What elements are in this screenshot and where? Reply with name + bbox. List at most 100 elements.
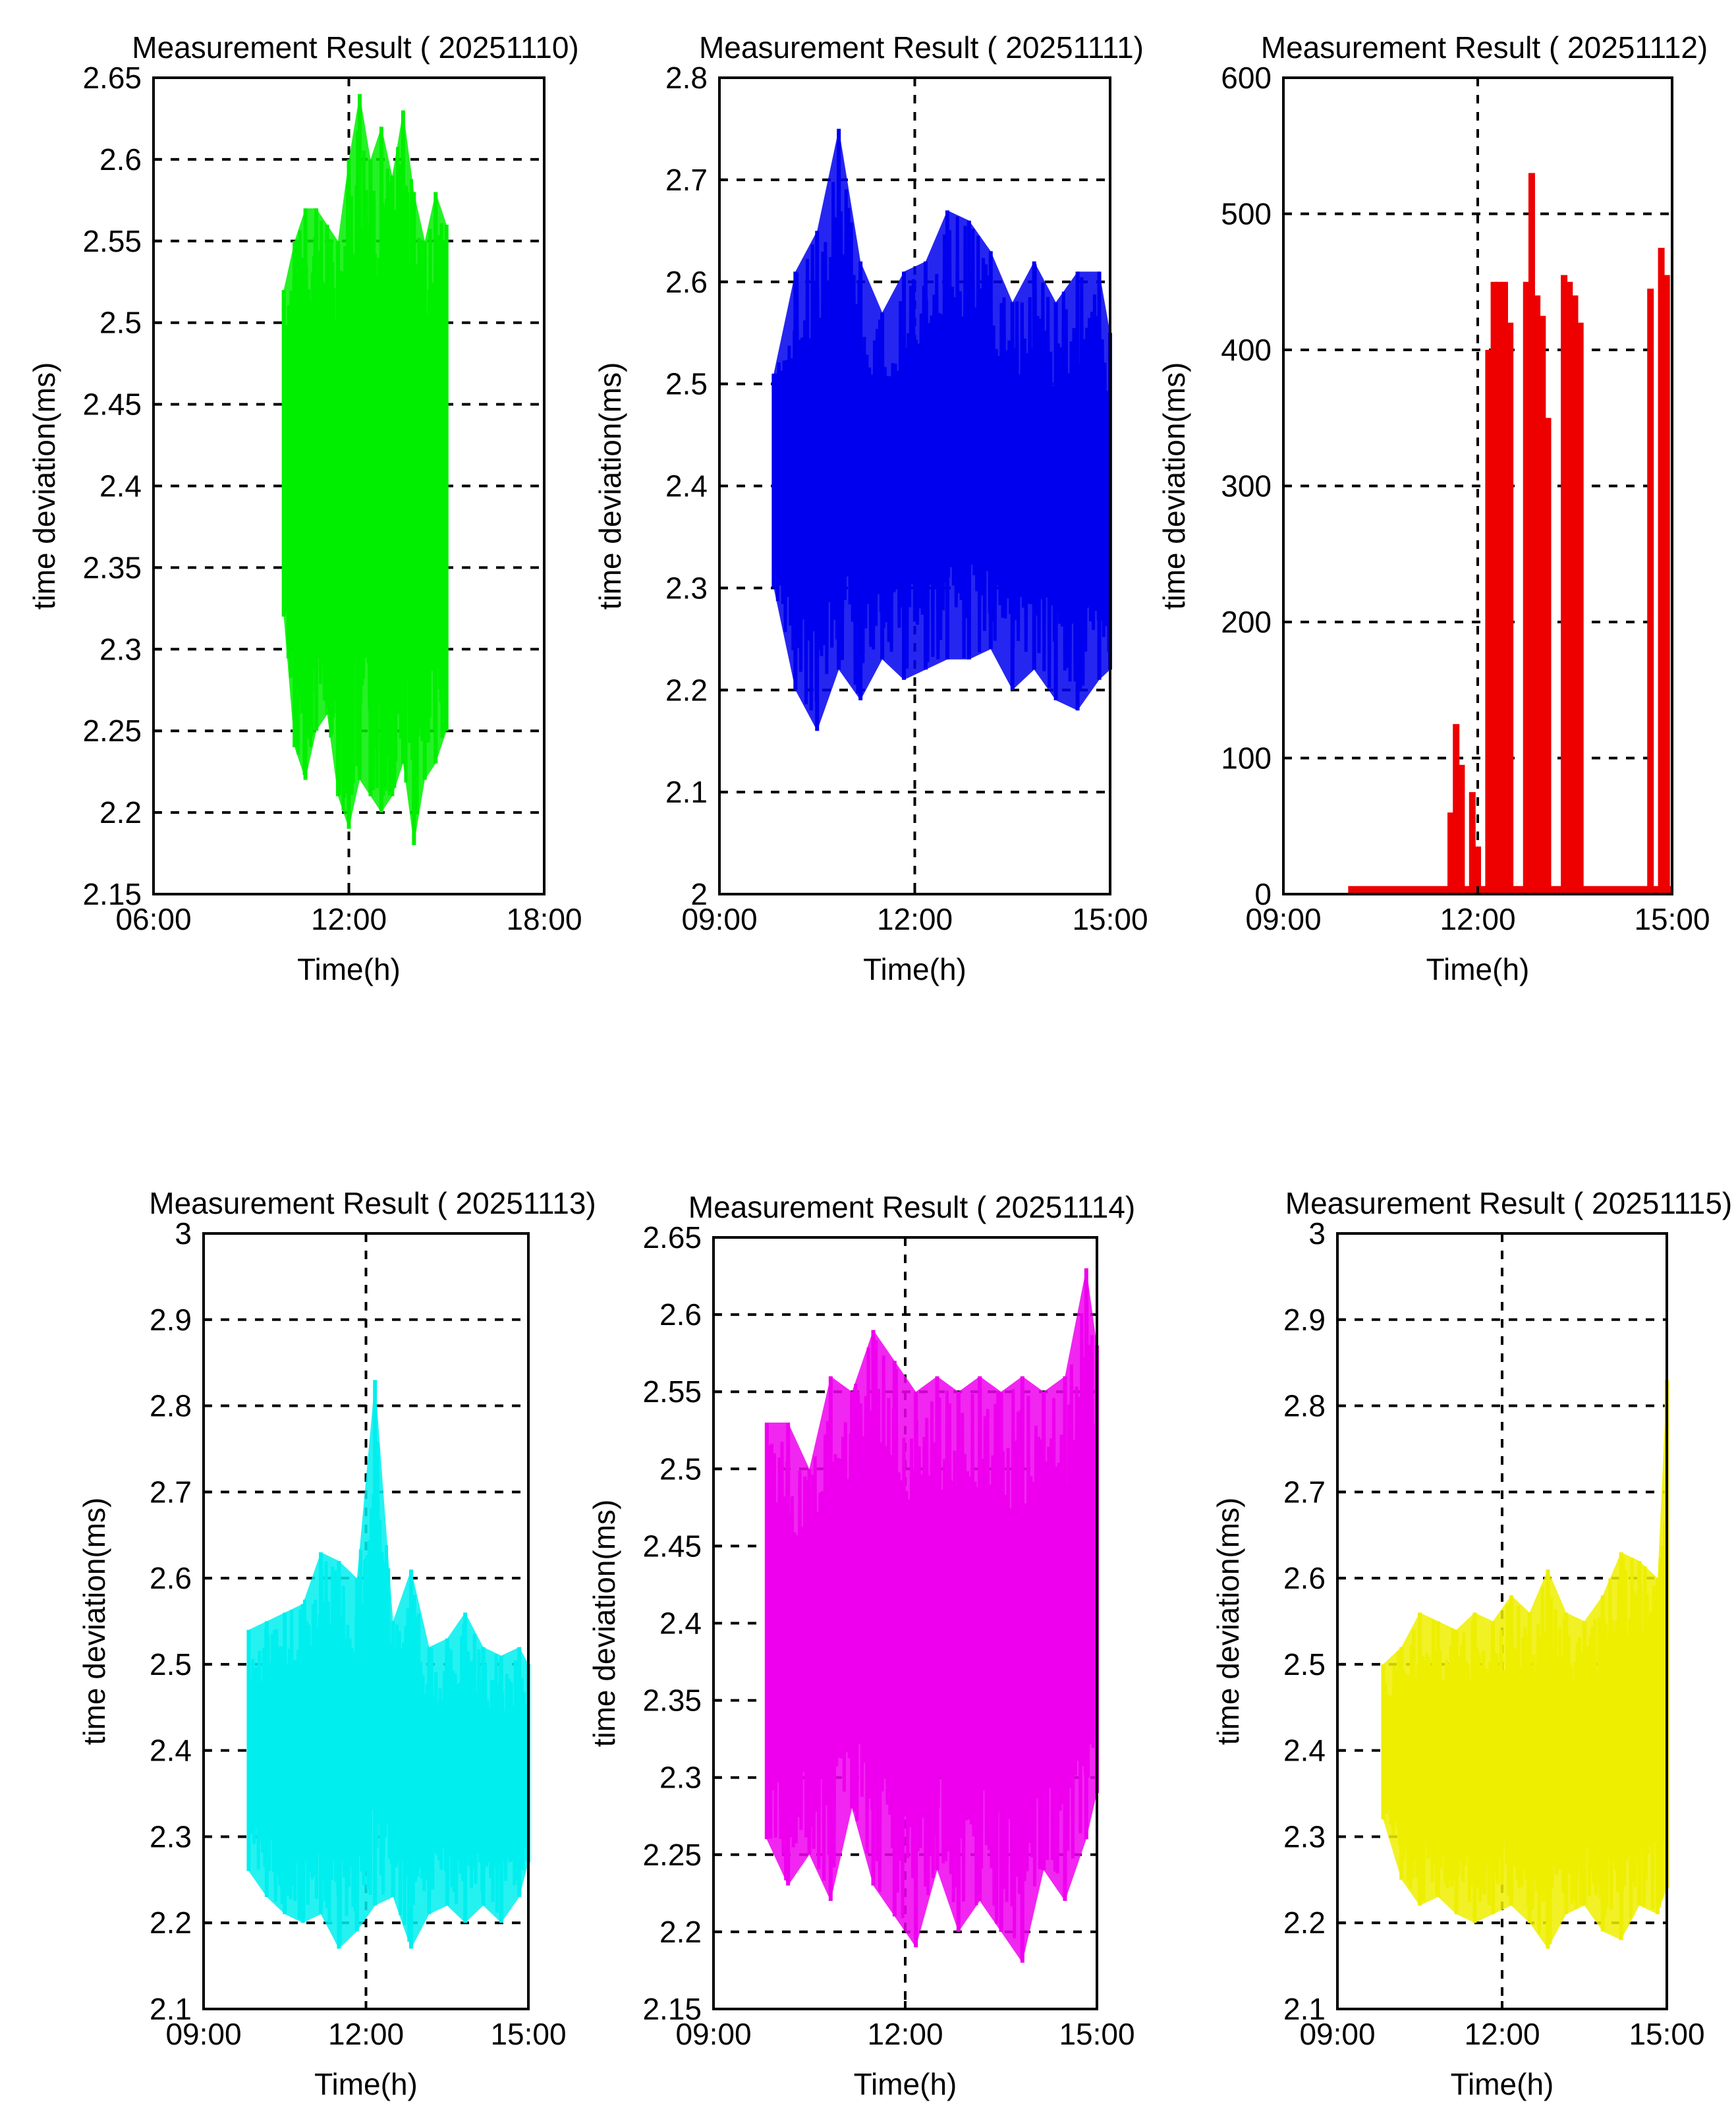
- chart-title: Measurement Result ( 20251110): [132, 30, 578, 65]
- bar: [1507, 322, 1514, 894]
- y-tick-label: 2.7: [1283, 1475, 1326, 1509]
- bar: [1544, 418, 1552, 894]
- chart-panel-4: 2.1 2.2 2.3 2.4 2.5 2.6 2.7 2.8 2.9 3 09:00 12:00 15…: [77, 1186, 596, 2101]
- y-tick-label: 2.5: [99, 306, 142, 340]
- chart-panel-2: 2 2.1 2.2 2.3 2.4 2.5 2.6 2.7 2.8 09:00 12:00 15:00…: [593, 30, 1148, 986]
- chart-panel-6: 2.1 2.2 2.3 2.4 2.5 2.6 2.7 2.8 2.9 3 09:00 12:00 15…: [1211, 1186, 1732, 2101]
- y-tick-label: 2.6: [659, 1297, 702, 1332]
- chart-title: Measurement Result ( 20251114): [688, 1190, 1135, 1224]
- y-tick-label: 2.6: [99, 142, 142, 177]
- bar: [1523, 281, 1530, 894]
- y-tick-label: 2.3: [150, 1819, 192, 1853]
- y-tick-label: 2.65: [642, 1220, 702, 1255]
- y-tick-label: 2.3: [1283, 1819, 1326, 1853]
- x-tick-label: 12:00: [1464, 2017, 1540, 2051]
- bar: [1453, 723, 1460, 894]
- y-tick-label: 2.3: [665, 571, 708, 605]
- bar: [1485, 350, 1492, 894]
- y-tick-label: 2.25: [642, 1838, 702, 1872]
- y-tick-label: 2.4: [665, 469, 708, 503]
- bar: [1474, 846, 1481, 894]
- y-tick-label: 2.6: [665, 265, 708, 299]
- bar: [1528, 173, 1535, 894]
- chart-title: Measurement Result ( 20251115): [1285, 1186, 1732, 1220]
- x-axis-label: Time(h): [1426, 952, 1530, 986]
- y-tick-label: 2.45: [82, 387, 142, 422]
- y-tick-label: 2.6: [150, 1561, 192, 1595]
- bar: [1566, 281, 1573, 894]
- y-tick-label: 100: [1221, 741, 1272, 776]
- bar: [1490, 281, 1498, 894]
- x-tick-label: 18:00: [506, 902, 582, 936]
- x-tick-label: 12:00: [877, 902, 953, 936]
- y-axis-label: time deviation(ms): [593, 362, 627, 610]
- y-tick-label: 2.3: [99, 632, 142, 666]
- x-axis-label: Time(h): [1451, 2067, 1554, 2101]
- y-tick-label: 2.9: [150, 1303, 192, 1337]
- y-tick-label: 2.65: [82, 61, 142, 95]
- y-tick-label: 2.1: [1283, 1992, 1326, 2026]
- y-tick-label: 2.5: [659, 1452, 702, 1486]
- x-tick-label: 09:00: [675, 2017, 751, 2051]
- y-tick-label: 2.4: [150, 1734, 192, 1768]
- y-axis-label: time deviation(ms): [587, 1500, 621, 1747]
- x-axis-label: Time(h): [863, 952, 966, 986]
- y-tick-label: 2.2: [659, 1915, 702, 1949]
- y-tick-label: 2.4: [659, 1606, 702, 1641]
- y-tick-label: 2.2: [99, 795, 142, 830]
- chart-panel-3: 0 100 200 300 400 500 600 09:00 12:00 15:00 Measur…: [1157, 30, 1710, 986]
- y-axis-label: time deviation(ms): [77, 1498, 111, 1745]
- y-tick-label: 200: [1221, 605, 1272, 639]
- y-tick-label: 2.55: [82, 224, 142, 258]
- y-tick-label: 2.5: [1283, 1647, 1326, 1682]
- y-tick-label: 2.4: [1283, 1734, 1326, 1768]
- y-tick-label: 3: [175, 1216, 192, 1251]
- bar: [1658, 248, 1665, 894]
- x-axis-label: Time(h): [314, 2067, 418, 2101]
- y-tick-label: 2: [690, 877, 708, 911]
- x-tick-label: 15:00: [1059, 2017, 1134, 2051]
- bar: [1571, 295, 1579, 894]
- y-tick-label: 0: [1254, 877, 1272, 911]
- y-tick-label: 2.8: [150, 1389, 192, 1423]
- y-tick-label: 300: [1221, 469, 1272, 503]
- y-tick-label: 2.25: [82, 714, 142, 748]
- chart-title: Measurement Result ( 20251112): [1261, 30, 1708, 65]
- x-tick-label: 12:00: [867, 2017, 943, 2051]
- x-tick-label: 15:00: [1634, 902, 1710, 936]
- bar: [1647, 289, 1654, 894]
- chart-panel-5: 2.15 2.2 2.25 2.3 2.35 2.4 2.45 2.5 2.55 2.6 2.65 0…: [587, 1190, 1135, 2101]
- y-tick-label: 2.45: [642, 1529, 702, 1563]
- x-tick-label: 12:00: [328, 2017, 404, 2051]
- y-tick-label: 2.15: [82, 877, 142, 911]
- y-tick-label: 600: [1221, 61, 1272, 95]
- chart-panel-1: 2.15 2.2 2.25 2.3 2.35 2.4 2.45 2.5 2.55 2.6 2.65 0…: [27, 30, 582, 986]
- x-axis-label: Time(h): [854, 2067, 957, 2101]
- y-axis-label: time deviation(ms): [1157, 362, 1191, 610]
- bar: [1561, 275, 1568, 894]
- bar: [1501, 281, 1508, 894]
- y-tick-label: 2.15: [642, 1992, 702, 2026]
- y-tick-label: 400: [1221, 333, 1272, 367]
- y-tick-label: 2.7: [150, 1475, 192, 1509]
- y-tick-label: 2.3: [659, 1761, 702, 1795]
- y-tick-label: 2.8: [665, 61, 708, 95]
- bar: [1447, 812, 1455, 894]
- x-tick-label: 06:00: [115, 902, 191, 936]
- y-tick-label: 2.4: [99, 469, 142, 503]
- bar: [1539, 316, 1546, 894]
- x-tick-label: 09:00: [1299, 2017, 1375, 2051]
- y-tick-label: 2.5: [665, 367, 708, 401]
- y-axis-label: time deviation(ms): [27, 362, 61, 610]
- x-tick-label: 09:00: [165, 2017, 241, 2051]
- x-tick-label: 15:00: [1072, 902, 1148, 936]
- bar: [1469, 792, 1476, 894]
- y-tick-label: 2.9: [1283, 1303, 1326, 1337]
- bar: [1496, 281, 1503, 894]
- x-tick-label: 09:00: [1245, 902, 1321, 936]
- y-tick-label: 3: [1308, 1216, 1326, 1251]
- x-tick-label: 09:00: [681, 902, 757, 936]
- bar: [1458, 764, 1465, 894]
- x-tick-label: 15:00: [1629, 2017, 1704, 2051]
